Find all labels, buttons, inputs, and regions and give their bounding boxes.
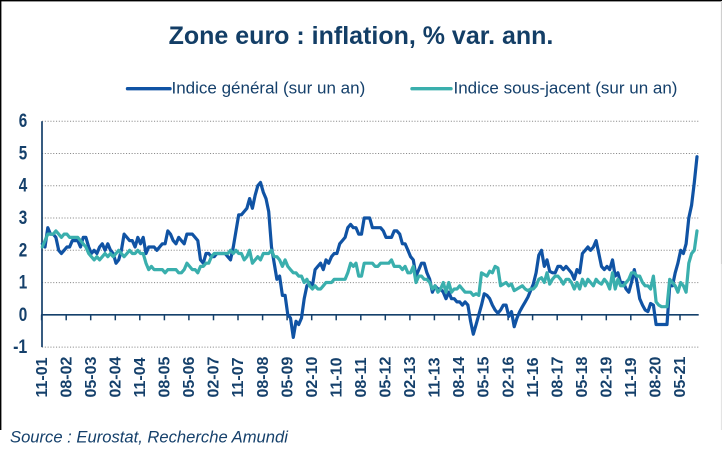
svg-text:08-08: 08-08: [255, 356, 272, 397]
svg-text:11-07: 11-07: [230, 357, 247, 397]
svg-text:-1: -1: [13, 337, 28, 358]
svg-text:08-02: 08-02: [58, 356, 75, 397]
svg-text:11-04: 11-04: [132, 357, 149, 397]
svg-text:11-01: 11-01: [34, 357, 51, 397]
svg-text:Source : Eurostat, Recherche A: Source : Eurostat, Recherche Amundi: [10, 428, 289, 447]
svg-text:02-07: 02-07: [206, 356, 223, 397]
svg-text:02-19: 02-19: [599, 356, 616, 397]
svg-text:0: 0: [19, 305, 28, 326]
svg-text:Indice sous-jacent (sur un an): Indice sous-jacent (sur un an): [454, 79, 678, 98]
svg-text:11-16: 11-16: [525, 357, 542, 397]
svg-text:05-06: 05-06: [181, 356, 198, 397]
svg-text:02-10: 02-10: [304, 356, 321, 397]
svg-text:08-17: 08-17: [549, 356, 566, 397]
svg-text:02-04: 02-04: [108, 356, 125, 397]
svg-text:11-10: 11-10: [328, 357, 345, 397]
svg-text:11-19: 11-19: [623, 357, 640, 397]
svg-text:3: 3: [19, 208, 28, 229]
svg-text:02-13: 02-13: [402, 356, 419, 397]
svg-text:05-09: 05-09: [279, 356, 296, 397]
svg-text:Indice général (sur un an): Indice général (sur un an): [172, 79, 366, 98]
svg-text:11-13: 11-13: [427, 357, 444, 397]
svg-text:05-21: 05-21: [672, 356, 689, 397]
svg-text:08-05: 08-05: [157, 356, 174, 397]
svg-text:02-16: 02-16: [500, 356, 517, 397]
svg-text:05-03: 05-03: [83, 356, 100, 397]
svg-text:1: 1: [19, 273, 28, 294]
svg-text:6: 6: [19, 111, 28, 132]
svg-text:4: 4: [19, 176, 28, 197]
svg-text:05-15: 05-15: [476, 356, 493, 397]
svg-text:08-20: 08-20: [648, 356, 665, 397]
svg-text:2: 2: [19, 240, 28, 261]
svg-text:08-14: 08-14: [451, 356, 468, 397]
svg-text:05-12: 05-12: [378, 356, 395, 397]
svg-text:5: 5: [19, 144, 28, 165]
svg-text:05-18: 05-18: [574, 356, 591, 397]
svg-text:Zone euro : inflation, % var.: Zone euro : inflation, % var. ann.: [169, 22, 554, 50]
svg-text:08-11: 08-11: [353, 357, 370, 397]
